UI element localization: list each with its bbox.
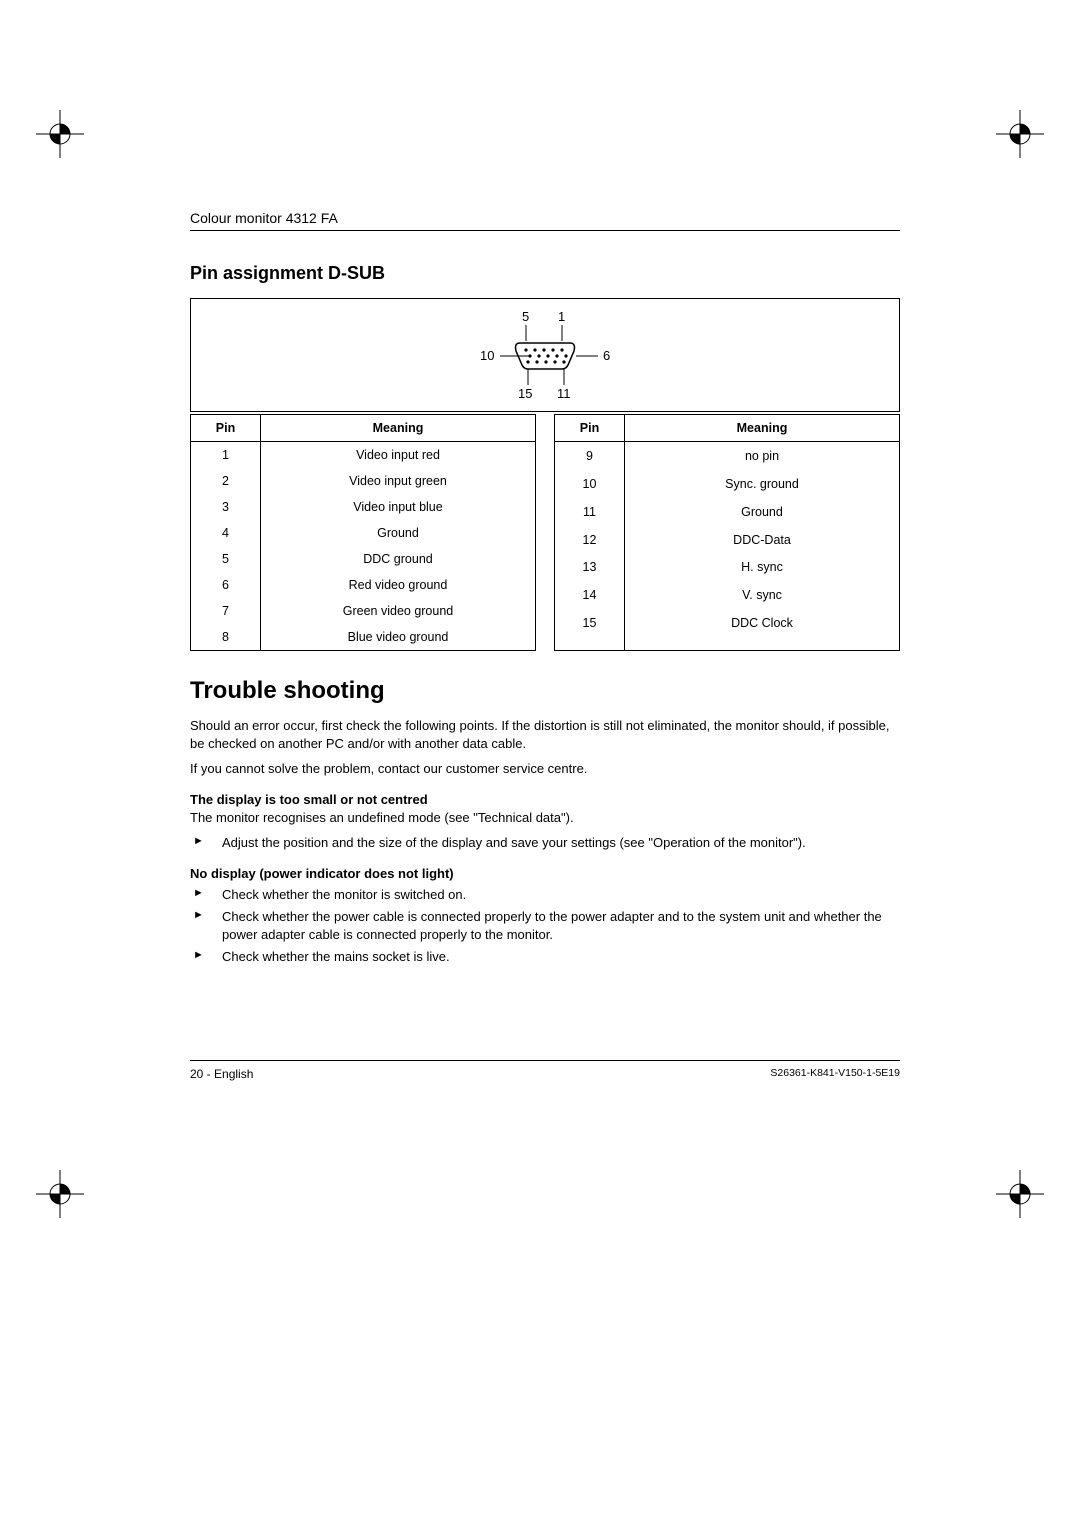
pin-cell: 13	[555, 553, 625, 581]
pin-table-right: Pin Meaning 9no pin10Sync. ground11Groun…	[554, 414, 900, 651]
meaning-cell: H. sync	[625, 553, 900, 581]
meaning-cell: DDC ground	[261, 546, 536, 572]
troubleshooting-heading: Trouble shooting	[190, 677, 900, 705]
table-row: 1Video input red	[191, 442, 536, 469]
table-row: 15DDC Clock	[555, 609, 900, 637]
meaning-cell: Sync. ground	[625, 470, 900, 498]
table-row: 13H. sync	[555, 553, 900, 581]
pin-label-10: 10	[480, 348, 494, 363]
table-row: 8Blue video ground	[191, 624, 536, 651]
trouble-list: Adjust the position and the size of the …	[190, 834, 900, 852]
pin-cell: 5	[191, 546, 261, 572]
table-row: 5DDC ground	[191, 546, 536, 572]
meaning-cell: no pin	[625, 442, 900, 470]
list-item: Check whether the power cable is connect…	[190, 908, 900, 943]
pin-cell: 3	[191, 494, 261, 520]
meaning-cell: Video input red	[261, 442, 536, 469]
table-row: 6Red video ground	[191, 572, 536, 598]
pin-cell: 6	[191, 572, 261, 598]
product-title: Colour monitor 4312 FA	[190, 210, 900, 226]
pin-label-6: 6	[603, 348, 610, 363]
meaning-cell: Blue video ground	[261, 624, 536, 651]
col-header-meaning: Meaning	[625, 415, 900, 442]
meaning-cell: V. sync	[625, 581, 900, 609]
pin-cell: 15	[555, 609, 625, 637]
dsub-connector-figure: 5 1 6 10 15 11	[190, 298, 900, 412]
pin-cell: 10	[555, 470, 625, 498]
registration-mark-icon	[996, 1170, 1044, 1218]
meaning-cell: Ground	[625, 498, 900, 526]
pin-cell	[555, 637, 625, 650]
pin-assignment-heading: Pin assignment D-SUB	[190, 263, 900, 284]
meaning-cell: Ground	[261, 520, 536, 546]
meaning-cell: DDC-Data	[625, 526, 900, 554]
header-rule	[190, 230, 900, 231]
col-header-meaning: Meaning	[261, 415, 536, 442]
pin-label-5: 5	[522, 309, 529, 324]
footer-rule	[190, 1060, 900, 1061]
table-row: 3Video input blue	[191, 494, 536, 520]
col-header-pin: Pin	[555, 415, 625, 442]
trouble-text: The monitor recognises an undefined mode…	[190, 809, 900, 827]
registration-mark-icon	[36, 110, 84, 158]
trouble-paragraph: Should an error occur, first check the f…	[190, 717, 900, 752]
trouble-subhead: The display is too small or not centred	[190, 792, 900, 807]
table-row: 9no pin	[555, 442, 900, 470]
pin-cell: 9	[555, 442, 625, 470]
meaning-cell	[625, 637, 900, 650]
col-header-pin: Pin	[191, 415, 261, 442]
pin-label-15: 15	[518, 386, 532, 401]
table-row	[555, 637, 900, 650]
page-content: Colour monitor 4312 FA Pin assignment D-…	[190, 210, 900, 971]
pin-cell: 1	[191, 442, 261, 469]
pin-cell: 14	[555, 581, 625, 609]
pin-label-11: 11	[557, 386, 571, 401]
pin-table-left: Pin Meaning 1Video input red2Video input…	[190, 414, 536, 651]
pin-cell: 2	[191, 468, 261, 494]
trouble-subhead: No display (power indicator does not lig…	[190, 866, 900, 881]
list-item: Adjust the position and the size of the …	[190, 834, 900, 852]
table-row: 4Ground	[191, 520, 536, 546]
table-row: 11Ground	[555, 498, 900, 526]
meaning-cell: Video input blue	[261, 494, 536, 520]
pin-tables: Pin Meaning 1Video input red2Video input…	[190, 414, 900, 651]
registration-mark-icon	[36, 1170, 84, 1218]
meaning-cell: Video input green	[261, 468, 536, 494]
table-row: 7Green video ground	[191, 598, 536, 624]
meaning-cell: DDC Clock	[625, 609, 900, 637]
footer-page: 20 - English	[190, 1067, 253, 1081]
pin-cell: 8	[191, 624, 261, 651]
pin-cell: 7	[191, 598, 261, 624]
trouble-list: Check whether the monitor is switched on…	[190, 886, 900, 966]
registration-mark-icon	[996, 110, 1044, 158]
list-item: Check whether the monitor is switched on…	[190, 886, 900, 904]
table-row: 2Video input green	[191, 468, 536, 494]
footer-docid: S26361-K841-V150-1-5E19	[770, 1067, 900, 1081]
table-row: 12DDC-Data	[555, 526, 900, 554]
list-item: Check whether the mains socket is live.	[190, 948, 900, 966]
pin-cell: 4	[191, 520, 261, 546]
pin-cell: 12	[555, 526, 625, 554]
table-row: 14V. sync	[555, 581, 900, 609]
meaning-cell: Green video ground	[261, 598, 536, 624]
page-footer: 20 - English S26361-K841-V150-1-5E19	[190, 1060, 900, 1081]
table-row: 10Sync. ground	[555, 470, 900, 498]
meaning-cell: Red video ground	[261, 572, 536, 598]
pin-label-1: 1	[558, 309, 565, 324]
trouble-paragraph: If you cannot solve the problem, contact…	[190, 760, 900, 778]
pin-cell: 11	[555, 498, 625, 526]
dsub-connector-icon: 5 1 6 10 15 11	[430, 305, 660, 405]
